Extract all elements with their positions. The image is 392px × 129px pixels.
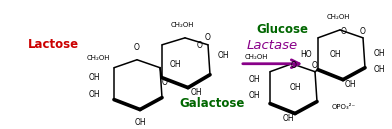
- Text: O: O: [162, 78, 168, 87]
- Text: CH₂OH: CH₂OH: [326, 14, 350, 20]
- Text: Lactose: Lactose: [28, 38, 79, 51]
- Text: CH₂OH: CH₂OH: [245, 54, 268, 60]
- Text: OH: OH: [249, 75, 260, 84]
- Text: Glucose: Glucose: [256, 23, 308, 36]
- Text: OH: OH: [190, 88, 202, 97]
- Text: OH: OH: [218, 51, 230, 60]
- Text: HO: HO: [300, 50, 312, 59]
- Text: O: O: [197, 41, 203, 50]
- Text: OH: OH: [374, 65, 386, 74]
- Text: O: O: [360, 27, 366, 36]
- Text: CH₂OH: CH₂OH: [87, 55, 110, 61]
- Text: OH: OH: [289, 83, 301, 92]
- Text: Galactose: Galactose: [180, 97, 245, 110]
- Text: OH: OH: [329, 50, 341, 59]
- Text: O: O: [312, 61, 318, 70]
- Text: OH: OH: [88, 73, 100, 82]
- Text: OH: OH: [374, 49, 386, 58]
- Text: O: O: [341, 27, 347, 36]
- Text: OPO₃²⁻: OPO₃²⁻: [332, 104, 356, 110]
- Text: OH: OH: [344, 80, 356, 89]
- Text: O: O: [134, 43, 140, 52]
- Text: OH: OH: [169, 60, 181, 69]
- Text: OH: OH: [134, 118, 146, 127]
- Text: O: O: [205, 33, 211, 42]
- Text: OH: OH: [282, 114, 294, 123]
- Text: CH₂OH: CH₂OH: [170, 22, 194, 28]
- Text: O: O: [291, 61, 297, 70]
- FancyArrowPatch shape: [243, 60, 299, 68]
- Text: Lactase: Lactase: [247, 39, 298, 52]
- Text: OH: OH: [249, 91, 260, 100]
- Text: OH: OH: [88, 90, 100, 99]
